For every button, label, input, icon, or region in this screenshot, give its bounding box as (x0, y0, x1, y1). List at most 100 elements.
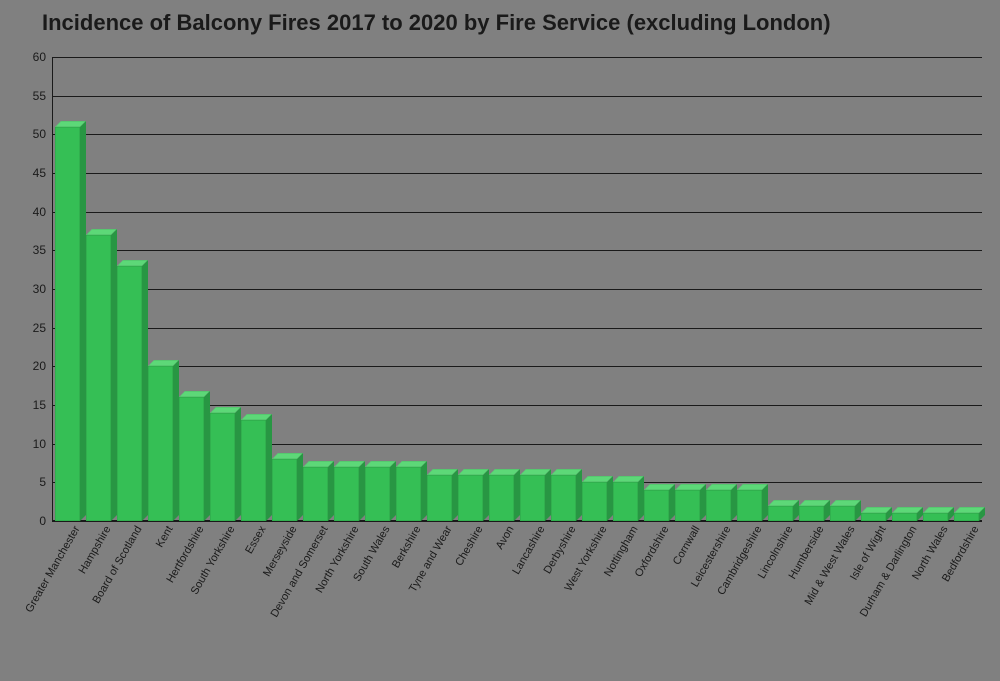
bar-front-face (272, 459, 297, 521)
bar-front-face (303, 467, 328, 521)
bar-front-face (458, 475, 483, 521)
bar-side-face (390, 461, 396, 521)
gridline (52, 96, 982, 97)
bar-front-face (768, 506, 793, 521)
bar: North Yorkshire (334, 467, 359, 521)
bar: Hertfordshire (179, 397, 204, 521)
y-tick-label: 40 (33, 205, 52, 219)
bar-front-face (551, 475, 576, 521)
bar-front-face (737, 490, 762, 521)
y-tick-label: 20 (33, 359, 52, 373)
bar: North Wales (923, 513, 948, 521)
bar-side-face (204, 391, 210, 521)
bar-front-face (799, 506, 824, 521)
bar-front-face (241, 420, 266, 521)
bar-front-face (427, 475, 452, 521)
bar-side-face (638, 476, 644, 521)
bar-front-face (179, 397, 204, 521)
bar-front-face (55, 127, 80, 521)
bar: Derbyshire (551, 475, 576, 521)
bar-front-face (675, 490, 700, 521)
y-axis (52, 57, 53, 521)
gridline (52, 289, 982, 290)
y-tick-label: 15 (33, 398, 52, 412)
bar-front-face (520, 475, 545, 521)
gridline (52, 57, 982, 58)
bar: West Yorkshire (582, 482, 607, 521)
y-tick-label: 10 (33, 437, 52, 451)
bar: Devon and Somerset (303, 467, 328, 521)
bar-front-face (923, 513, 948, 521)
bar: Hampshire (86, 235, 111, 521)
bar-side-face (483, 469, 489, 521)
bar: Cornwall (675, 490, 700, 521)
bar-front-face (489, 475, 514, 521)
gridline (52, 328, 982, 329)
bar: Board of Scotland (117, 266, 142, 521)
y-tick-label: 35 (33, 243, 52, 257)
chart-plot-area: 051015202530354045505560Greater Manchest… (52, 57, 982, 521)
x-tick-label: Cheshire (448, 521, 486, 568)
x-tick-label: Essex (239, 521, 270, 556)
bar-front-face (148, 366, 173, 521)
bar: Lincolnshire (768, 506, 793, 521)
bar: Oxfordshire (644, 490, 669, 521)
bar-front-face (861, 513, 886, 521)
bar-side-face (359, 461, 365, 521)
bar-front-face (644, 490, 669, 521)
bar: Avon (489, 475, 514, 521)
x-tick-label: Kent (149, 521, 176, 550)
bar-side-face (762, 484, 768, 521)
gridline (52, 173, 982, 174)
y-tick-label: 5 (39, 475, 52, 489)
bar-front-face (892, 513, 917, 521)
bar: Mid & West Wales (830, 506, 855, 521)
bar: Greater Manchester (55, 127, 80, 521)
bar-front-face (954, 513, 979, 521)
bar: Lancashire (520, 475, 545, 521)
bar: South Wales (365, 467, 390, 521)
bar-front-face (706, 490, 731, 521)
bar: Tyne and Wear (427, 475, 452, 521)
bar-front-face (365, 467, 390, 521)
y-tick-label: 0 (39, 514, 52, 528)
y-tick-label: 25 (33, 321, 52, 335)
bar: Leicestershire (706, 490, 731, 521)
bar-side-face (142, 260, 148, 521)
bar-front-face (117, 266, 142, 521)
bar-front-face (613, 482, 638, 521)
bar: Isle of Wight (861, 513, 886, 521)
bar: Kent (148, 366, 173, 521)
gridline (52, 366, 982, 367)
bar-side-face (266, 414, 272, 521)
y-tick-label: 60 (33, 50, 52, 64)
y-tick-label: 50 (33, 127, 52, 141)
bar: Berkshire (396, 467, 421, 521)
bar: Cambridgeshire (737, 490, 762, 521)
bar-side-face (80, 121, 86, 521)
gridline (52, 134, 982, 135)
bar-side-face (328, 461, 334, 521)
bar-side-face (235, 407, 241, 521)
bar: Essex (241, 420, 266, 521)
bar-side-face (297, 453, 303, 521)
bar: Merseyside (272, 459, 297, 521)
gridline (52, 212, 982, 213)
bar-front-face (334, 467, 359, 521)
bar: Nottingham (613, 482, 638, 521)
bar-side-face (545, 469, 551, 521)
gridline (52, 250, 982, 251)
bar-front-face (86, 235, 111, 521)
bar-front-face (582, 482, 607, 521)
bar: Cheshire (458, 475, 483, 521)
y-tick-label: 55 (33, 89, 52, 103)
bar-side-face (452, 469, 458, 521)
bar: South Yorkshire (210, 413, 235, 521)
bar-side-face (173, 360, 179, 521)
bar: Humberside (799, 506, 824, 521)
bar: Durham & Darlington (892, 513, 917, 521)
bar: Bedfordshire (954, 513, 979, 521)
bar-side-face (576, 469, 582, 521)
bar-front-face (396, 467, 421, 521)
bar-side-face (421, 461, 427, 521)
